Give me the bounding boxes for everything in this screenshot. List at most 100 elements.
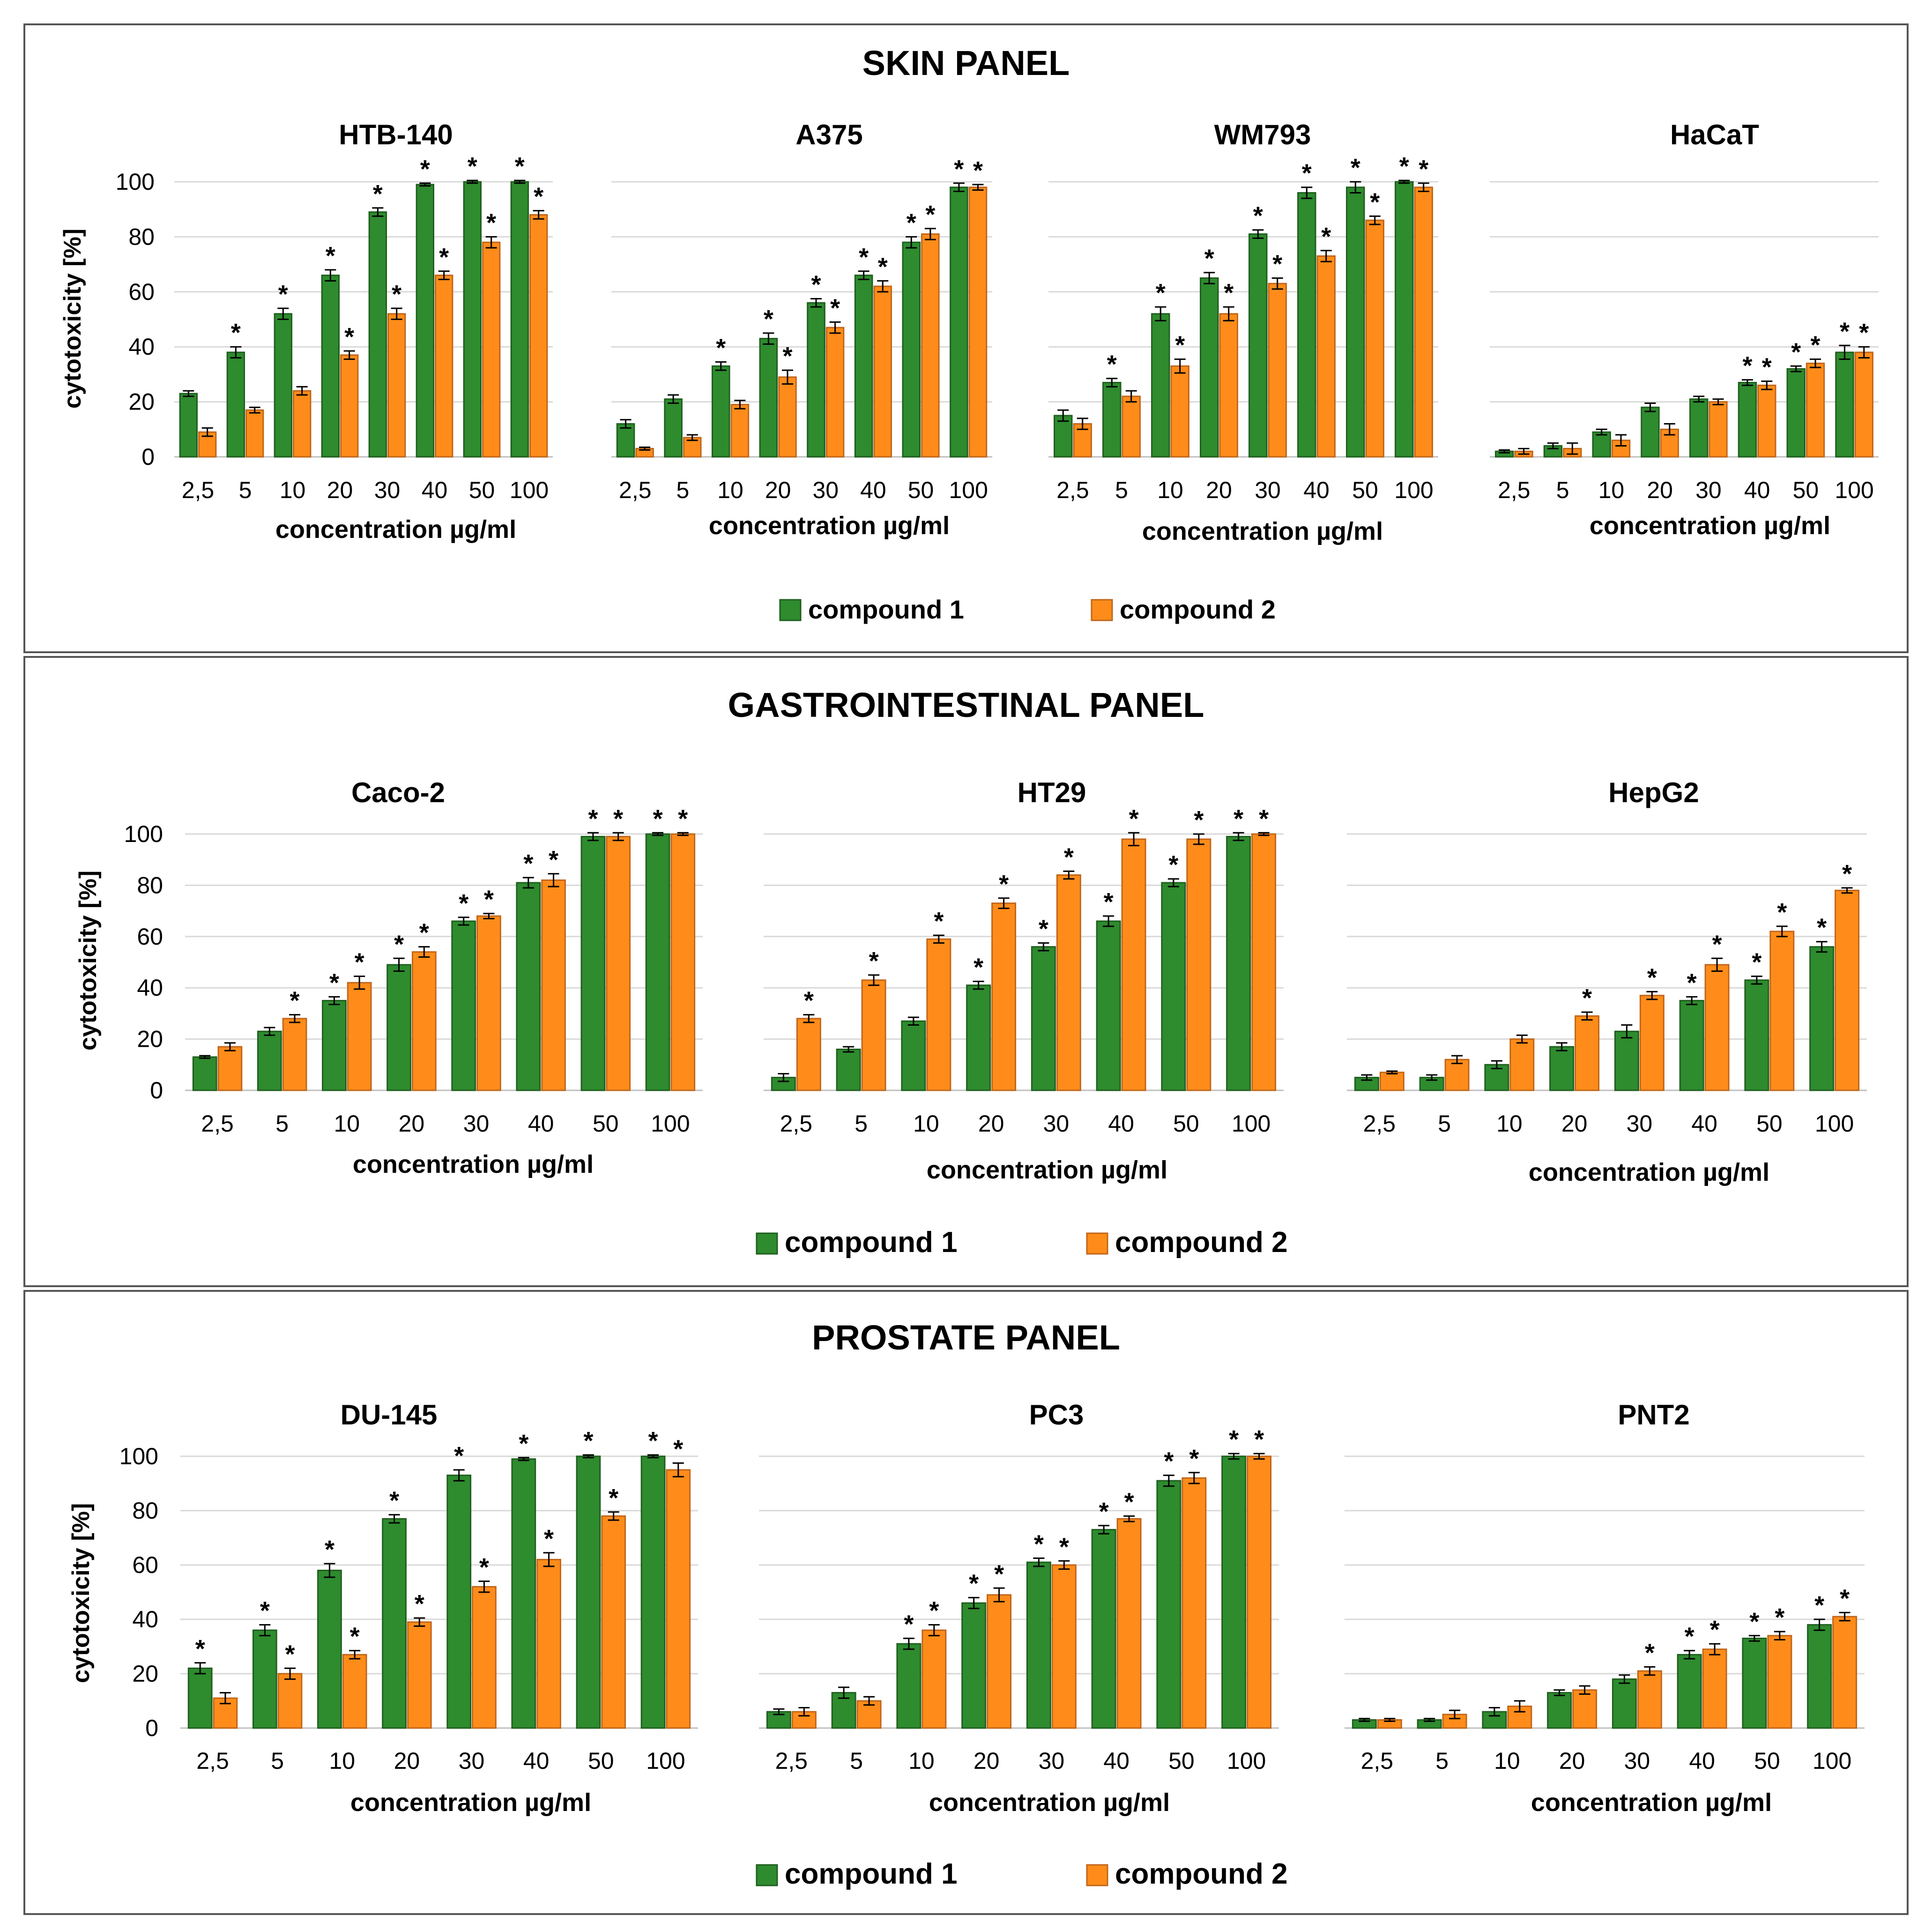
significance-marker: * <box>1687 969 1697 997</box>
x-tick-label: 30 <box>1695 477 1722 503</box>
significance-marker: * <box>588 805 598 833</box>
bar-compound-1 <box>1677 1654 1702 1729</box>
bar-compound-2 <box>606 835 631 1091</box>
significance-marker: * <box>1814 1591 1824 1619</box>
x-tick-label: 20 <box>973 1748 1000 1774</box>
bar-compound-2 <box>407 1621 432 1729</box>
bar-compound-2 <box>472 1586 497 1729</box>
significance-marker: * <box>350 1623 360 1651</box>
bar-compound-1 <box>576 1455 601 1729</box>
x-tick-label: 30 <box>463 1110 490 1137</box>
chart-pnt2: PNT2 2,5 5 10 20 30 * 40 * * 50 * * 100 * * concentratio… <box>1345 1399 1865 1817</box>
significance-marker: * <box>479 1553 489 1581</box>
significance-marker: * <box>484 886 494 914</box>
x-tick-label: 5 <box>271 1748 284 1774</box>
bar-compound-2 <box>529 214 548 458</box>
significance-marker: * <box>973 156 983 185</box>
bar-compound-2 <box>1572 1689 1598 1729</box>
x-tick-label: 20 <box>1561 1110 1588 1137</box>
x-axis-label: concentration µg/ml <box>275 515 516 544</box>
bar-compound-1 <box>966 984 991 1091</box>
significance-marker: * <box>486 209 496 237</box>
significance-marker: * <box>830 294 840 322</box>
significance-marker: * <box>344 323 354 351</box>
significance-marker: * <box>583 1427 593 1455</box>
bar-compound-1 <box>1679 1000 1704 1091</box>
legend-label-compound-1: compound 1 <box>808 595 964 624</box>
y-tick-label: 40 <box>137 975 163 1001</box>
x-tick-label: 20 <box>1559 1748 1585 1774</box>
significance-marker: * <box>515 152 525 180</box>
x-tick-label: 40 <box>1103 1748 1129 1774</box>
legend-swatch-compound-1 <box>756 1864 778 1886</box>
significance-marker: * <box>1859 319 1869 347</box>
significance-marker: * <box>999 870 1009 898</box>
bar-compound-2 <box>1835 889 1860 1091</box>
bar-compound-1 <box>1102 382 1122 458</box>
x-axis-label: concentration µg/ml <box>709 512 950 540</box>
panel-frame <box>23 23 1909 653</box>
significance-marker: * <box>648 1427 658 1455</box>
x-axis-label: concentration µg/ml <box>1590 512 1830 540</box>
significance-marker: * <box>415 1590 424 1618</box>
chart-pc3: PC3 2,5 5 10 * * 20 * * 30 * * 40 * * 50 * * 100 * * concentr… <box>759 1399 1279 1817</box>
y-tick-label: 20 <box>137 1026 163 1052</box>
bar-compound-2 <box>245 409 264 458</box>
significance-marker: * <box>1234 805 1243 833</box>
bar-compound-1 <box>1641 406 1660 458</box>
bar-compound-2 <box>1365 219 1384 458</box>
bar-compound-2 <box>411 951 437 1091</box>
significance-marker: * <box>1059 1533 1069 1561</box>
bar-compound-2 <box>873 285 892 458</box>
bar-compound-1 <box>1297 192 1316 458</box>
x-tick-label: 5 <box>676 477 690 503</box>
significance-marker: * <box>549 846 558 874</box>
bar-compound-1 <box>187 1667 213 1729</box>
x-tick-label: 40 <box>1303 477 1330 503</box>
panel-frame <box>23 1290 1909 1915</box>
significance-marker: * <box>1791 338 1801 366</box>
legend-label-compound-1: compound 1 <box>785 1226 958 1259</box>
significance-marker: * <box>1107 350 1117 379</box>
significance-marker: * <box>1645 1639 1655 1667</box>
bar-compound-2 <box>1219 313 1238 458</box>
significance-marker: * <box>454 1442 464 1470</box>
bar-compound-1 <box>257 1030 282 1091</box>
significance-marker: * <box>439 243 449 271</box>
significance-marker: * <box>459 889 468 917</box>
y-tick-label: 20 <box>128 389 155 415</box>
bar-compound-2 <box>1056 874 1081 1091</box>
bar-compound-2 <box>387 313 406 458</box>
bar-compound-2 <box>1170 365 1189 458</box>
significance-marker: * <box>1272 250 1282 278</box>
legend-swatch-compound-1 <box>779 599 802 621</box>
significance-marker: * <box>1710 1616 1720 1644</box>
bar-compound-1 <box>510 181 529 458</box>
chart-ht29: HT29 2,5 * 5 * 10 * 20 * * 30 * * 40 * * 50 * * 100 * * concen… <box>764 777 1284 1184</box>
x-tick-label: 40 <box>860 477 886 503</box>
bar-compound-1 <box>1592 431 1611 458</box>
significance-marker: * <box>929 1597 939 1625</box>
y-tick-label: 80 <box>128 224 155 250</box>
bar-compound-2 <box>340 354 359 458</box>
significance-marker: * <box>231 319 241 347</box>
panel-title: GASTROINTESTINAL PANEL <box>728 686 1204 724</box>
x-tick-label: 10 <box>334 1110 360 1137</box>
significance-marker: * <box>954 155 964 183</box>
bar-compound-2 <box>1122 395 1141 458</box>
significance-marker: * <box>1840 1585 1850 1613</box>
significance-marker: * <box>419 919 429 947</box>
significance-marker: * <box>613 805 623 833</box>
significance-marker: * <box>609 1484 618 1512</box>
bar-compound-1 <box>950 186 968 458</box>
bar-compound-2 <box>1637 1670 1662 1729</box>
bar-compound-2 <box>1247 1455 1272 1729</box>
chart-du-145: 0 20 40 60 80 100 cytotoxicity [%] DU-145 2,5 * 5 *… <box>67 1399 698 1817</box>
legend-swatch-compound-2 <box>1091 599 1113 621</box>
bar-compound-1 <box>1807 1624 1832 1729</box>
bar-compound-1 <box>1786 368 1806 458</box>
bar-compound-2 <box>1806 362 1825 458</box>
bar-compound-1 <box>446 1475 472 1729</box>
significance-marker: * <box>1302 159 1312 187</box>
bar-compound-2 <box>1702 1648 1727 1729</box>
